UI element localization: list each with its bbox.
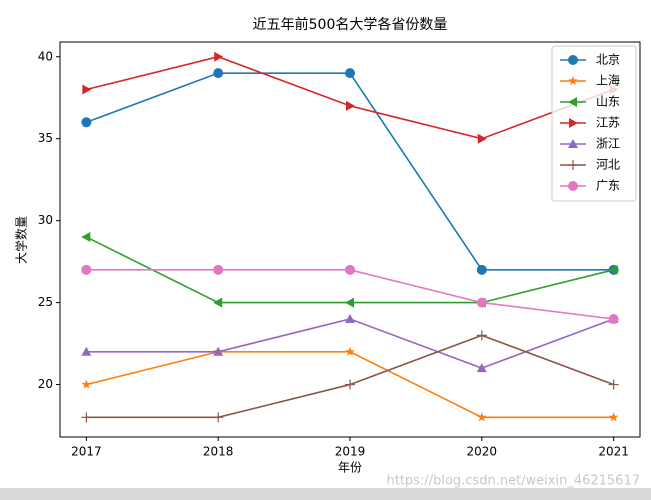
legend-marker xyxy=(569,118,578,128)
y-axis-label: 大学数量 xyxy=(14,216,29,264)
legend-label: 广东 xyxy=(596,179,620,193)
marker xyxy=(345,346,355,356)
y-tick-label: 20 xyxy=(38,377,53,391)
legend-label: 浙江 xyxy=(596,137,620,151)
marker xyxy=(476,264,487,275)
marker xyxy=(213,68,224,79)
marker xyxy=(345,297,354,308)
marker xyxy=(213,412,224,423)
y-tick-label: 35 xyxy=(38,131,53,145)
legend-label: 山东 xyxy=(596,95,620,109)
marker xyxy=(608,313,619,324)
marker xyxy=(82,84,92,95)
legend-label: 上海 xyxy=(596,73,620,88)
marker xyxy=(345,379,355,390)
marker xyxy=(81,117,92,128)
marker xyxy=(608,264,618,275)
marker xyxy=(345,264,355,275)
y-tick-label: 25 xyxy=(38,295,53,309)
x-tick-label: 2017 xyxy=(71,445,102,459)
x-tick-label: 2019 xyxy=(335,445,366,459)
bottom-bar xyxy=(0,488,651,500)
legend-marker xyxy=(568,181,578,191)
marker xyxy=(213,346,224,356)
marker xyxy=(81,379,92,389)
marker xyxy=(608,379,619,390)
y-tick-label: 40 xyxy=(38,49,53,63)
marker xyxy=(476,363,487,373)
x-tick-label: 2020 xyxy=(467,445,498,459)
marker xyxy=(345,313,355,323)
plot-frame xyxy=(59,41,641,438)
marker xyxy=(608,412,619,422)
marker xyxy=(477,133,487,144)
marker xyxy=(476,297,487,308)
marker xyxy=(214,51,224,62)
marker xyxy=(477,412,487,422)
watermark: https://blog.csdn.net/weixin_46215617 xyxy=(386,474,640,489)
marker xyxy=(476,330,487,341)
marker xyxy=(81,264,92,275)
marker xyxy=(346,100,355,111)
marker xyxy=(81,232,91,243)
chart-title: 近五年前500名大学各省份数量 xyxy=(253,16,448,33)
y-tick-label: 30 xyxy=(38,213,53,227)
x-axis-label: 年份 xyxy=(338,461,362,475)
legend-marker xyxy=(568,55,578,65)
legend-marker xyxy=(568,97,577,107)
x-tick-label: 2018 xyxy=(203,445,234,459)
marker xyxy=(213,297,223,308)
marker xyxy=(213,264,224,275)
legend-label: 河北 xyxy=(596,158,620,172)
legend-marker xyxy=(568,139,578,148)
marker xyxy=(81,412,92,423)
legend-marker xyxy=(568,160,578,170)
legend-label: 江苏 xyxy=(596,116,620,130)
legend-label: 北京 xyxy=(596,53,620,67)
marker xyxy=(345,68,355,79)
marker xyxy=(81,346,92,356)
x-tick-label: 2021 xyxy=(598,445,629,459)
legend-marker xyxy=(568,76,578,86)
